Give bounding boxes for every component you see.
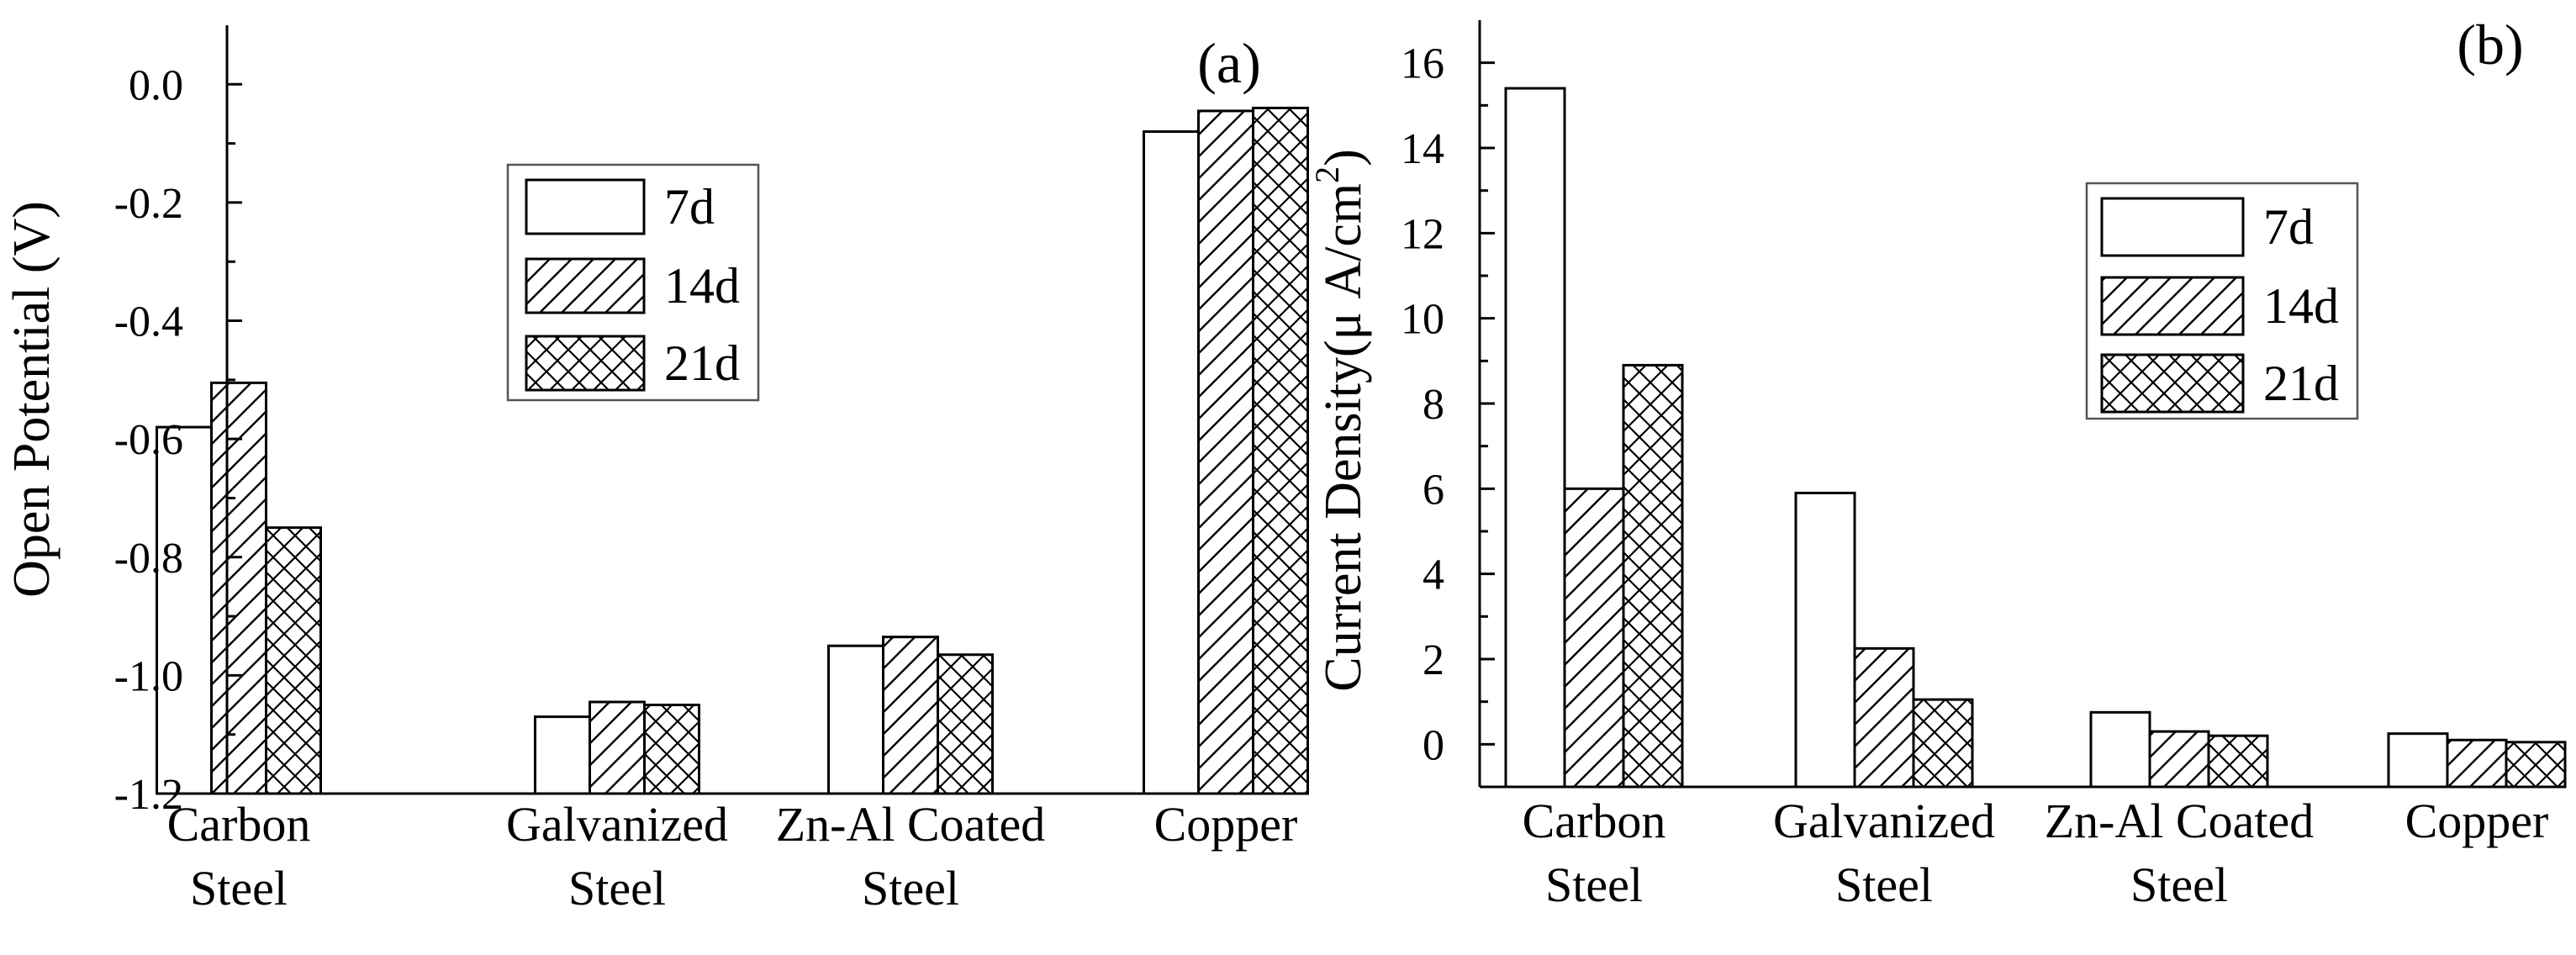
- panel-a-category-labels: Carbon Steel Galvanized Steel Zn-Al Coated St…: [167, 797, 1298, 915]
- panel-a-category-label: Zn-Al Coated: [776, 797, 1046, 852]
- panel-a-bar-14d-cat1: [210, 381, 267, 795]
- panel-b-y-tick-label: 8: [1423, 381, 1444, 429]
- panel-a-category-label: Steel: [568, 861, 666, 915]
- panel-a-category-label: Steel: [862, 861, 959, 915]
- panel-b-category-label: Galvanized: [1773, 794, 1995, 848]
- panel-b-legend-label-21d: 21d: [2263, 356, 2339, 411]
- panel-a-bar-7d-cat2: [534, 715, 591, 795]
- panel-a-y-tick-label: 0.0: [129, 61, 183, 109]
- panel-b-y-ticks: 0 2 4 6 8 10 12 14 16: [1401, 40, 1495, 769]
- panel-a-legend-label-7d: 7d: [664, 179, 715, 235]
- panel-b-legend-swatch-14d: [2100, 276, 2245, 336]
- panel-a-category-label: Copper: [1154, 797, 1298, 852]
- panel-a-bar-7d-cat1: [156, 425, 213, 795]
- panel-b-category-label: Steel: [2130, 857, 2228, 912]
- panel-a-legend-swatch-21d: [525, 335, 646, 392]
- panel-b-legend-swatch-21d: [2100, 353, 2245, 414]
- panel-b-y-tick-label: 0: [1423, 721, 1444, 769]
- panel-b-legend-label-7d: 7d: [2263, 199, 2314, 255]
- panel-b-y-tick-label: 2: [1423, 636, 1444, 684]
- panel-a-bar-21d-cat3: [937, 653, 994, 795]
- chart-panel-a: 0.0 -0.2 -0.4 -0.6 -0.8 -1.0 -1.2 Carbon Steel G…: [3, 25, 1309, 915]
- panel-b-bar-7d-cat3: [2089, 710, 2151, 789]
- panel-b-category-labels: Carbon Steel Galvanized Steel Zn-Al Coated St…: [1523, 794, 2549, 912]
- panel-b-legend: 7d 14d 21d: [2085, 182, 2359, 420]
- panel-b-bar-7d-cat4: [2387, 732, 2449, 789]
- panel-a-y-tick-label: -0.8: [114, 535, 183, 583]
- panel-a-bar-21d-cat2: [643, 704, 700, 795]
- panel-a-y-tick-label: -1.0: [114, 652, 183, 700]
- panel-b-category-label: Carbon: [1523, 794, 1666, 848]
- panel-b-bar-21d-cat3: [2207, 734, 2269, 789]
- panel-b-y-axis-title-main: Current Density(μ A/cm: [1315, 183, 1372, 692]
- panel-b-y-tick-label: 6: [1423, 466, 1444, 514]
- panel-a-label: (a): [1197, 31, 1260, 95]
- panel-b-y-axis-title-end: ): [1315, 149, 1372, 166]
- panel-a-axes: [225, 25, 1261, 795]
- panel-a-legend-label-21d: 21d: [664, 335, 740, 391]
- panel-a-legend-swatch-14d: [525, 257, 646, 314]
- panel-b-legend-label-14d: 14d: [2263, 278, 2339, 334]
- panel-a-y-tick-label: -1.2: [114, 771, 183, 819]
- panel-a-y-axis-title: Open Potential (V): [3, 201, 61, 598]
- panel-b-bar-21d-cat1: [1622, 363, 1684, 789]
- panel-a-category-label: Carbon: [167, 797, 311, 852]
- panel-b-y-axis-title-sup: 2: [1308, 166, 1346, 183]
- panel-a-bar-14d-cat3: [882, 636, 939, 795]
- panel-b-legend-swatch-7d: [2100, 197, 2245, 257]
- panel-a-y-tick-label: -0.6: [114, 416, 183, 464]
- panel-b-y-tick-label: 4: [1423, 551, 1444, 599]
- panel-b-y-tick-label: 16: [1401, 40, 1444, 88]
- panel-b-bar-14d-cat3: [2148, 730, 2210, 789]
- panel-b-bar-14d-cat2: [1853, 646, 1915, 789]
- panel-b-category-label: Copper: [2405, 794, 2549, 848]
- panel-b-bar-14d-cat1: [1563, 487, 1625, 789]
- panel-b-y-axis-title: Current Density(μ A/cm2): [1308, 149, 1372, 692]
- panel-a-legend-label-14d: 14d: [664, 258, 740, 314]
- panel-b-bars: [1504, 87, 2567, 789]
- panel-b-category-label: Steel: [1545, 857, 1643, 912]
- panel-a-category-label: Galvanized: [506, 797, 728, 852]
- panel-a-legend-swatch-7d: [525, 178, 646, 235]
- panel-a-bars: [156, 106, 1309, 795]
- panel-b-bar-21d-cat4: [2505, 741, 2567, 789]
- panel-b-y-tick-label: 10: [1401, 296, 1444, 344]
- panel-a-bar-7d-cat4: [1143, 130, 1200, 795]
- panel-b-bar-7d-cat1: [1504, 87, 1566, 789]
- panel-a-bar-21d-cat4: [1252, 106, 1309, 795]
- panel-b-y-tick-label: 14: [1401, 125, 1444, 173]
- panel-a-y-tick-label: -0.2: [114, 180, 183, 228]
- panel-a-bar-14d-cat4: [1197, 109, 1254, 795]
- panel-a-bar-14d-cat2: [589, 700, 646, 795]
- panel-a-y-tick-label: -0.4: [114, 298, 183, 346]
- chart-panel-b: 0 2 4 6 8 10 12 14 16 Carbon Steel Galvanized Steel…: [1308, 13, 2567, 912]
- panel-b-bar-21d-cat2: [1912, 698, 1974, 789]
- panel-b-bar-14d-cat4: [2446, 738, 2508, 789]
- panel-a-bar-7d-cat3: [827, 644, 884, 795]
- panel-b-y-tick-label: 12: [1401, 210, 1444, 258]
- panel-b-category-label: Steel: [1835, 857, 1933, 912]
- panel-a-y-ticks: 0.0 -0.2 -0.4 -0.6 -0.8 -1.0 -1.2: [114, 61, 242, 819]
- panel-a-legend: 7d 14d 21d: [506, 163, 760, 402]
- panel-b-label: (b): [2457, 13, 2523, 77]
- panel-a-category-label: Steel: [190, 861, 288, 915]
- panel-a-bar-21d-cat1: [265, 526, 322, 795]
- panel-b-bar-7d-cat2: [1794, 491, 1856, 789]
- panel-b-category-label: Zn-Al Coated: [2045, 794, 2315, 848]
